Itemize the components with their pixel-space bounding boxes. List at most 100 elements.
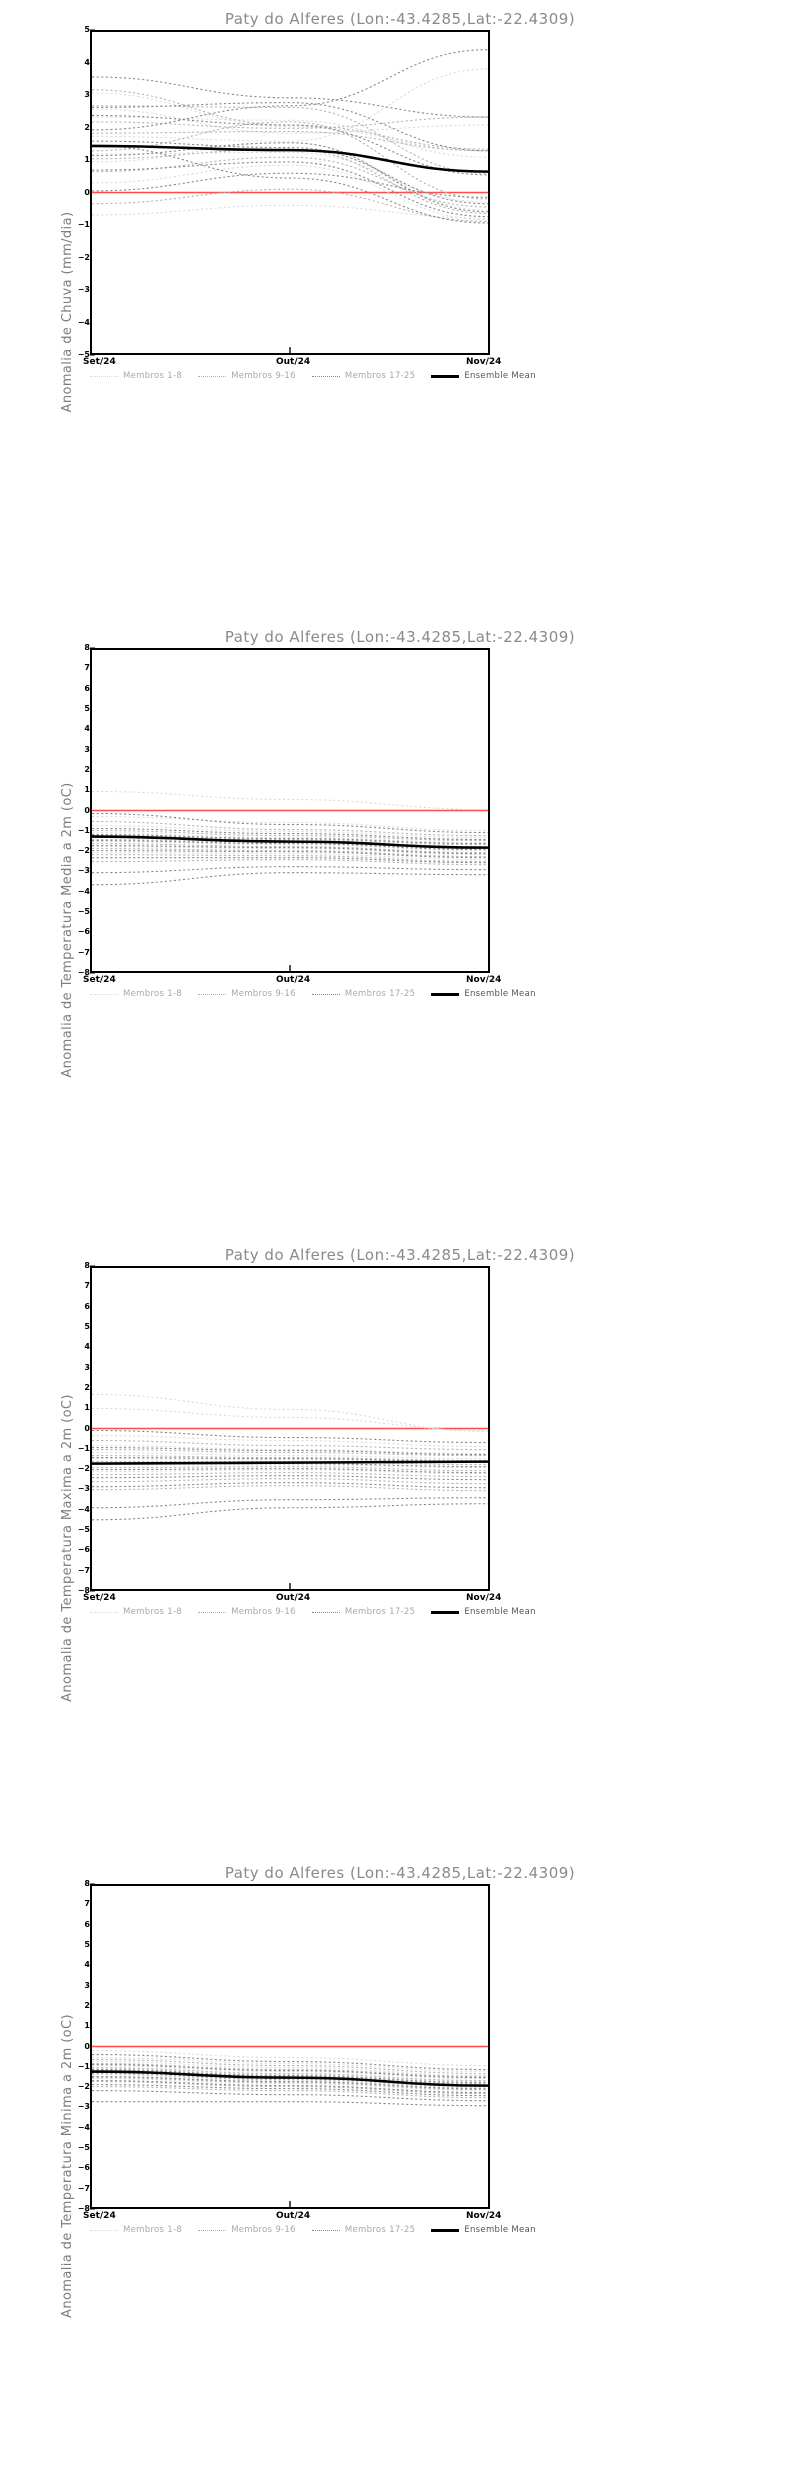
legend-label-membros-1-8: Membros 1-8 <box>123 989 183 999</box>
y-tick-label: 0 <box>84 187 90 197</box>
y-tick-label: 3 <box>84 744 90 754</box>
member-series-line <box>92 815 488 832</box>
member-series-line <box>92 2053 488 2071</box>
member-series-line <box>92 2076 488 2090</box>
y-tick-label: −6 <box>77 1545 90 1555</box>
legend-item-membros-9-16: Membros 9-16 <box>198 2225 296 2235</box>
y-tick-label: −5 <box>77 907 90 917</box>
member-series-line <box>92 204 488 219</box>
legend-swatch-dotted-mid-icon <box>198 993 227 995</box>
member-series-line <box>92 872 488 886</box>
member-series-line <box>92 854 488 863</box>
chart-panel-temperature-max: Paty do Alferes (Lon:-43.4285,Lat:-22.43… <box>0 1236 800 1854</box>
legend-swatch-solid-black-icon <box>431 992 460 996</box>
legend-label-membros-1-8: Membros 1-8 <box>123 2225 183 2235</box>
member-series-line <box>92 2077 488 2091</box>
legend-item-membros-17-25: Membros 17-25 <box>311 2225 415 2235</box>
plot-area <box>90 30 490 355</box>
y-tick-label: −3 <box>77 285 90 294</box>
y-axis-tick-labels: 8 7 6 5 4 3 2 1 0 −1 −2 −3 −4 −5 −6 −7 −8 <box>62 644 90 977</box>
y-axis-tick-labels: 8 7 6 5 4 3 2 1 0 −1 −2 −3 −4 −5 −6 −7 −8 <box>62 1262 90 1595</box>
legend-item-membros-1-8: Membros 1-8 <box>90 371 182 381</box>
member-series-line <box>92 140 488 205</box>
legend-item-membros-17-25: Membros 17-25 <box>311 1607 415 1617</box>
x-tick-label-0: Set/24 <box>83 357 116 367</box>
y-tick-label: −2 <box>77 846 90 856</box>
y-tick-label: −5 <box>77 1525 90 1535</box>
plot-area <box>90 648 490 973</box>
y-axis-tick-labels: 5 4 3 2 1 0 −1 −2 −3 −4 −5 <box>62 26 90 359</box>
member-series-line <box>92 1445 488 1455</box>
y-tick-label: 8 <box>84 1261 90 1270</box>
member-series-line <box>92 49 488 131</box>
member-series-line <box>92 2063 488 2078</box>
member-series-line <box>92 1429 488 1444</box>
member-series-line <box>92 852 488 861</box>
member-series-line <box>92 121 488 200</box>
legend-item-ensemble-mean: Ensemble Mean <box>431 2225 535 2235</box>
member-series-line <box>92 1455 488 1462</box>
legend-item-ensemble-mean: Ensemble Mean <box>431 989 535 999</box>
legend-swatch-dotted-mid-icon <box>198 1611 227 1613</box>
member-series-line <box>92 116 488 158</box>
member-series-line <box>92 1439 488 1451</box>
member-series-line <box>92 1475 488 1481</box>
member-series-line <box>92 1485 488 1492</box>
member-series-line <box>92 1482 488 1489</box>
x-tick-label-1: Out/24 <box>276 357 311 367</box>
legend-label-membros-9-16: Membros 9-16 <box>231 1607 296 1617</box>
legend-label-ensemble-mean: Ensemble Mean <box>464 371 536 381</box>
member-series-line <box>92 142 488 213</box>
legend-label-ensemble-mean: Ensemble Mean <box>464 989 536 999</box>
ensemble-mean-line <box>92 1460 488 1465</box>
legend-swatch-dotted-light-icon <box>90 1611 118 1613</box>
legend-item-membros-17-25: Membros 17-25 <box>311 371 415 381</box>
y-tick-label: −7 <box>77 947 90 957</box>
member-series-line <box>92 1447 488 1456</box>
member-series-line <box>92 1449 488 1457</box>
y-tick-label: 5 <box>84 703 90 713</box>
series-canvas <box>92 790 488 971</box>
x-tick-label-2: Nov/24 <box>466 975 502 985</box>
y-tick-mark <box>90 354 95 356</box>
y-tick-label: −8 <box>77 2204 90 2213</box>
member-series-line <box>92 102 488 152</box>
y-tick-label: −8 <box>77 1586 90 1595</box>
y-tick-label: 2 <box>84 122 90 132</box>
x-tick-label-1: Out/24 <box>276 2211 311 2221</box>
member-series-line <box>92 2064 488 2079</box>
member-series-line <box>92 142 488 211</box>
chart-legend: Membros 1-8 Membros 9-16 Membros 17-25 E… <box>90 1607 535 1617</box>
member-series-line <box>92 828 488 841</box>
member-series-line <box>92 2078 488 2092</box>
legend-swatch-dotted-light-icon <box>90 375 118 377</box>
y-tick-label: −1 <box>77 2061 90 2071</box>
y-tick-label: 3 <box>84 1362 90 1372</box>
member-series-line <box>92 2084 488 2097</box>
member-series-line <box>92 161 488 218</box>
member-series-line <box>92 859 488 866</box>
member-series-line <box>92 1393 488 1433</box>
y-tick-label: −6 <box>77 2163 90 2173</box>
member-series-line <box>92 105 488 174</box>
legend-item-membros-17-25: Membros 17-25 <box>311 989 415 999</box>
member-series-line <box>92 92 488 152</box>
member-series-line <box>92 845 488 855</box>
member-series-line <box>92 850 488 859</box>
member-series-line <box>92 2065 488 2080</box>
plot-area <box>90 1266 490 1591</box>
y-tick-label: 2 <box>84 764 90 774</box>
y-tick-label: 2 <box>84 1382 90 1392</box>
member-series-line <box>92 834 488 845</box>
legend-label-membros-9-16: Membros 9-16 <box>231 2225 296 2235</box>
member-series-line <box>92 116 488 129</box>
y-tick-label: −3 <box>77 2102 90 2112</box>
legend-item-membros-9-16: Membros 9-16 <box>198 989 296 999</box>
member-series-line <box>92 114 488 176</box>
y-tick-label: −8 <box>77 968 90 977</box>
x-tick-label-2: Nov/24 <box>466 2211 502 2221</box>
chart-panel-temperature-mean: Paty do Alferes (Lon:-43.4285,Lat:-22.43… <box>0 618 800 1236</box>
y-tick-label: −5 <box>77 2143 90 2153</box>
member-series-line <box>92 2067 488 2082</box>
